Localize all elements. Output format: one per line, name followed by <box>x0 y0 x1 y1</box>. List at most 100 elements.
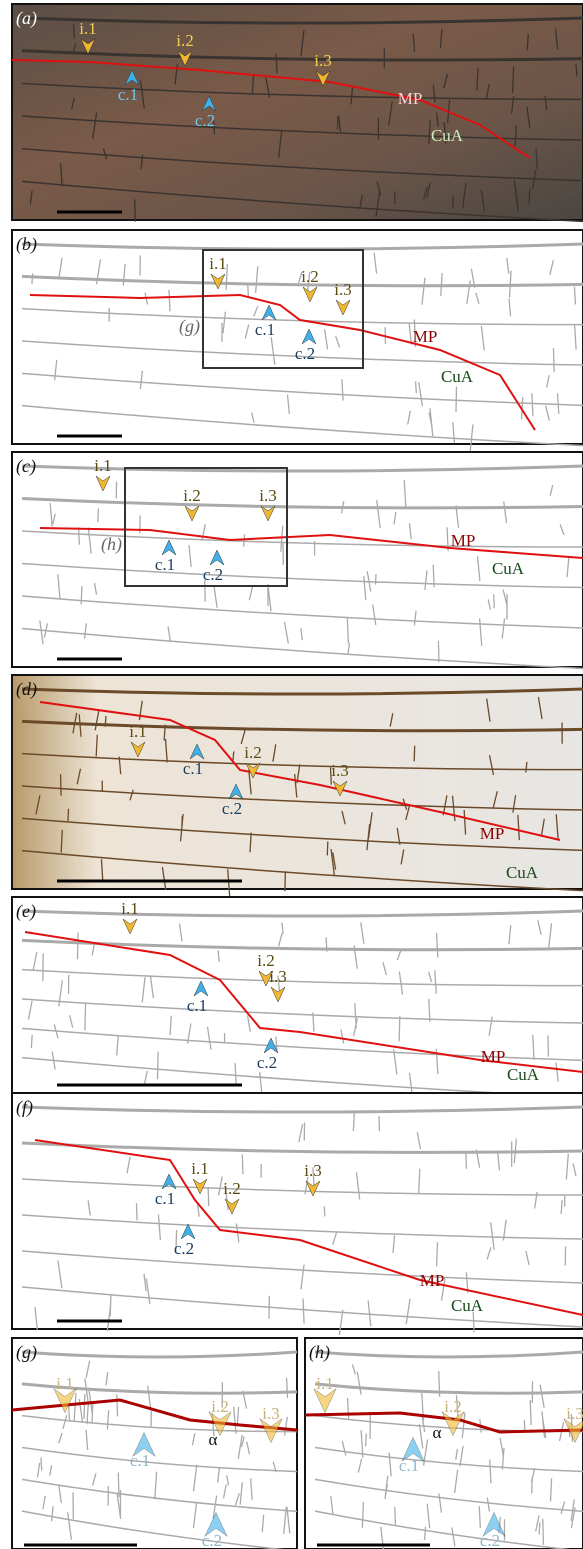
annotation: MP <box>451 531 476 550</box>
annotation: i.1 <box>79 19 96 38</box>
annotation: i.2 <box>223 1179 240 1198</box>
cross-vein <box>135 199 136 221</box>
annotation: i.2 <box>211 1397 228 1416</box>
annotation: CuA <box>506 863 539 882</box>
panel-label: (e) <box>16 901 36 922</box>
cross-vein <box>244 535 245 547</box>
annotation: i.1 <box>191 1159 208 1178</box>
annotation: c.1 <box>187 996 207 1015</box>
cross-vein <box>78 527 79 545</box>
annotation: α <box>433 1423 442 1442</box>
annotation: c.2 <box>195 111 215 130</box>
cross-vein <box>539 1523 540 1535</box>
annotation: i.3 <box>334 280 351 299</box>
annotation: i.3 <box>314 51 331 70</box>
annotation: c.1 <box>399 1456 419 1475</box>
annotation: c.1 <box>183 759 203 778</box>
annotation: c.2 <box>295 344 315 363</box>
cross-vein <box>157 1052 158 1080</box>
annotation: i.1 <box>316 1374 333 1393</box>
panel-label: (d) <box>16 679 37 700</box>
cross-vein <box>439 1371 440 1397</box>
annotation: MP <box>481 1047 506 1066</box>
cross-vein <box>31 1035 32 1048</box>
cross-vein <box>242 1154 243 1174</box>
panel-label: (f) <box>16 1097 33 1118</box>
cross-vein <box>494 594 495 608</box>
cross-vein <box>366 1434 367 1447</box>
annotation: i.1 <box>94 456 111 475</box>
cross-vein <box>136 1203 137 1220</box>
annotation: i.2 <box>444 1397 461 1416</box>
annotation: c.2 <box>222 799 242 818</box>
cross-vein <box>105 716 106 727</box>
cross-vein <box>543 1519 544 1545</box>
cross-vein <box>61 774 62 795</box>
panel-label: (b) <box>16 234 37 255</box>
annotation: CuA <box>492 559 525 578</box>
cross-vein <box>208 1187 209 1206</box>
cross-vein <box>414 746 415 762</box>
annotation: i.3 <box>331 761 348 780</box>
annotation: MP <box>480 824 505 843</box>
annotation: c.1 <box>155 1189 175 1208</box>
annotation: i.3 <box>262 1404 279 1423</box>
annotation: i.1 <box>209 254 226 273</box>
cross-vein <box>433 565 434 587</box>
annotation: i.2 <box>301 267 318 286</box>
annotation: MP <box>398 89 423 108</box>
annotation: c.1 <box>118 85 138 104</box>
cross-vein <box>68 809 69 821</box>
annotation: i.1 <box>121 899 138 918</box>
inset-label: (h) <box>101 534 122 555</box>
annotation: i.2 <box>176 31 193 50</box>
cross-vein <box>41 1457 42 1470</box>
cross-vein <box>353 1113 354 1131</box>
panel-label: (g) <box>16 1342 37 1363</box>
annotation: CuA <box>431 126 464 145</box>
cross-vein <box>117 1394 118 1416</box>
cross-vein <box>81 586 82 604</box>
cross-vein <box>399 1016 400 1041</box>
cross-vein <box>85 1003 86 1030</box>
panel-label: (c) <box>16 456 36 477</box>
annotation: c.2 <box>203 565 223 584</box>
annotation: c.2 <box>174 1239 194 1258</box>
annotation: i.3 <box>259 486 276 505</box>
cross-vein <box>337 116 338 129</box>
cross-vein <box>118 1472 119 1497</box>
cross-vein <box>327 842 328 856</box>
cross-vein <box>553 348 554 372</box>
inset-label: (g) <box>179 316 200 337</box>
cross-vein <box>77 933 78 960</box>
cross-vein <box>456 387 457 412</box>
cross-vein <box>326 937 327 951</box>
panel-label: (a) <box>16 8 37 29</box>
annotation: i.2 <box>244 743 261 762</box>
annotation: c.1 <box>255 320 275 339</box>
annotation: i.3 <box>566 1404 583 1423</box>
annotation: α <box>209 1430 218 1449</box>
annotation: CuA <box>441 367 474 386</box>
annotation: i.3 <box>304 1161 321 1180</box>
cross-vein <box>84 1394 85 1419</box>
cross-vein <box>98 509 99 523</box>
cross-vein <box>32 274 33 284</box>
annotation: i.1 <box>56 1374 73 1393</box>
annotation: c.2 <box>480 1531 500 1549</box>
annotation: CuA <box>451 1296 484 1315</box>
annotation: c.1 <box>155 555 175 574</box>
annotation: i.2 <box>183 486 200 505</box>
annotation: MP <box>413 327 438 346</box>
annotation: i.1 <box>129 722 146 741</box>
cross-vein <box>248 284 249 298</box>
cross-vein <box>530 1400 531 1425</box>
cross-vein <box>466 1152 467 1169</box>
cross-vein <box>324 1206 325 1216</box>
panel-label: (h) <box>309 1342 330 1363</box>
annotation: c.2 <box>202 1531 222 1549</box>
figure: (a)i.1i.2i.3c.1c.2MPCuA(b)(g)i.1i.2i.3c.… <box>0 0 583 1549</box>
annotation: MP <box>420 1271 445 1290</box>
cross-vein <box>395 1507 396 1525</box>
annotation: CuA <box>507 1065 540 1084</box>
